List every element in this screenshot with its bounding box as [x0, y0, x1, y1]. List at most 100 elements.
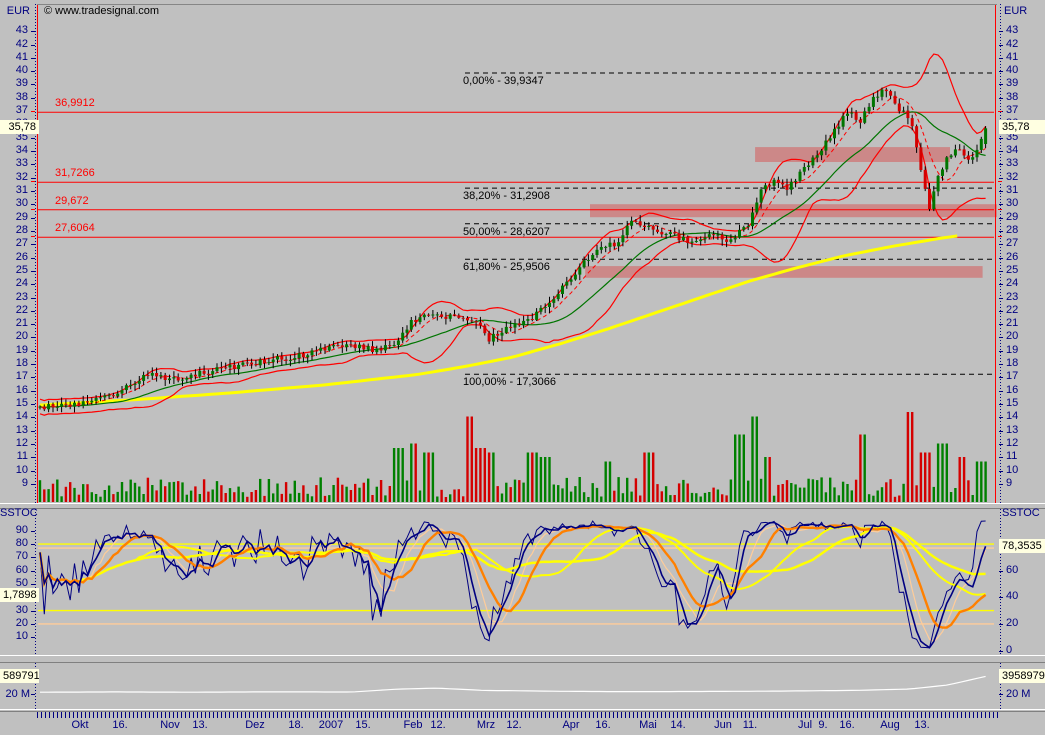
volume-chart-canvas[interactable]: [37, 663, 997, 710]
volume-tick-mark: [999, 694, 1003, 695]
time-axis: Okt 16. Nov 13. Dez 18. 2007 15. Feb 12. Mrz 12. Apr…: [0, 719, 1045, 735]
axis-dotted-ticks: [35, 4, 36, 503]
price-tick-mark: [999, 284, 1003, 286]
price-tick-label-right: 20: [1006, 330, 1019, 343]
level-tick-mark: [31, 181, 35, 183]
price-tick-mark: [31, 230, 35, 232]
price-tick-mark: [31, 44, 35, 46]
price-tick-mark: [31, 177, 35, 179]
copyright-text: © www.tradesignal.com: [44, 5, 160, 17]
level-tick-mark: [998, 208, 1002, 210]
price-tick-mark: [31, 31, 35, 33]
sstoc-tick-label-left: 30: [15, 603, 28, 616]
price-tick-mark: [999, 204, 1003, 206]
price-tick-label-right: 26: [1006, 250, 1019, 263]
sstoc-tick-label-right: 20: [1006, 616, 1019, 629]
price-tick-label-left: 29: [15, 210, 28, 223]
price-tick-label-right: 14: [1006, 410, 1019, 423]
price-tick-label-right: 11: [1006, 450, 1018, 463]
price-tick-label-left: 21: [15, 317, 28, 330]
sstoc-tick-label-left: 60: [15, 563, 28, 576]
price-tick-label-left: 24: [15, 277, 28, 290]
price-tick-mark: [999, 404, 1003, 406]
candlesticks: [38, 87, 988, 413]
volume-bars: [38, 412, 987, 502]
axis-dotted-ticks: [1000, 663, 1001, 710]
level-line-label: 27,6064: [55, 222, 95, 235]
price-tick-label-right: 43: [1006, 24, 1019, 37]
sstoc-tick-mark: [999, 570, 1003, 572]
level-tick-mark: [31, 208, 35, 210]
price-tick-mark: [999, 377, 1003, 379]
price-tick-label-right: 33: [1006, 157, 1019, 170]
volume-tick-label-right: 20 M: [1006, 688, 1031, 700]
axis-dotted-ticks: [35, 509, 36, 655]
price-tick-mark: [999, 483, 1003, 485]
price-tick-label-left: 22: [15, 303, 28, 316]
level-tick-mark: [998, 181, 1002, 183]
time-axis-label: 9.: [818, 719, 828, 731]
time-axis-label: Mrz: [476, 719, 496, 731]
main-chart-canvas[interactable]: [37, 4, 997, 504]
fib-level-label: 38,20% - 31,2908: [463, 190, 550, 203]
price-tick-label-right: 19: [1006, 343, 1019, 356]
sstoc-tick-label-left: 10: [15, 630, 28, 643]
time-axis-label: 13.: [192, 719, 208, 731]
sstoc-tick-mark: [31, 544, 35, 546]
volume-value-flag-right: 3958979: [999, 669, 1045, 683]
price-tick-mark: [31, 483, 35, 485]
price-tick-label-left: 12: [15, 436, 28, 449]
price-tick-mark: [31, 364, 35, 366]
sstoc-tick-label-left: 20: [15, 616, 28, 629]
time-axis-label: Jul: [797, 719, 813, 731]
price-tick-mark: [31, 217, 35, 219]
time-axis-label: 14.: [670, 719, 686, 731]
price-tick-label-right: 31: [1006, 183, 1019, 196]
main-price-svg: [37, 5, 997, 504]
price-tick-label-left: 30: [15, 197, 28, 210]
time-axis-label: 2007: [318, 719, 344, 731]
time-axis-label: Nov: [160, 719, 180, 731]
price-tick-label-left: 27: [15, 237, 28, 250]
current-price-flag-right: 35,78: [999, 120, 1045, 134]
level-line-label: 36,9912: [55, 97, 95, 110]
ma-green: [39, 111, 986, 409]
fib-level-label: 50,00% - 28,6207: [463, 225, 550, 238]
sstoc-tick-label-left: 50: [15, 577, 28, 589]
sstoc-tick-mark: [31, 530, 35, 532]
price-tick-label-right: 28: [1006, 223, 1019, 236]
envelope-lower-red: [39, 125, 986, 416]
sstoc-chart-canvas[interactable]: [37, 509, 997, 655]
time-axis-label: Mai: [639, 719, 657, 731]
price-tick-label-left: 31: [15, 183, 28, 196]
price-tick-label-left: 25: [15, 263, 28, 276]
price-tick-label-left: 33: [15, 157, 28, 170]
price-tick-mark: [999, 244, 1003, 246]
price-tick-mark: [31, 404, 35, 406]
sstoc-smooth-1: [39, 525, 986, 596]
price-tick-label-left: 15: [15, 397, 28, 410]
price-tick-mark: [31, 324, 35, 326]
price-tick-mark: [31, 257, 35, 259]
price-tick-label-right: 15: [1006, 397, 1019, 410]
price-tick-label-right: 39: [1006, 77, 1019, 90]
price-tick-mark: [31, 457, 35, 459]
price-tick-label-right: 40: [1006, 64, 1019, 77]
price-tick-label-right: 17: [1006, 370, 1019, 383]
fib-level-label: 61,80% - 25,9506: [463, 261, 550, 274]
price-tick-label-left: 34: [15, 144, 28, 157]
sstoc-tick-mark: [999, 623, 1003, 625]
price-tick-label-left: 37: [15, 104, 28, 117]
volume-average-line: [40, 675, 986, 693]
time-axis-label: Feb: [403, 719, 423, 731]
time-axis-label: Okt: [71, 719, 89, 731]
price-tick-mark: [999, 137, 1003, 139]
price-tick-label-right: 38: [1006, 90, 1019, 103]
sstoc-tick-label-left: 90: [15, 523, 28, 536]
price-tick-mark: [31, 377, 35, 379]
level-tick-mark: [31, 111, 35, 113]
panel-separator: [0, 709, 1045, 712]
sstoc-tick-mark: [31, 584, 35, 585]
price-tick-label-right: 30: [1006, 197, 1019, 210]
price-tick-label-right: 42: [1006, 37, 1019, 50]
